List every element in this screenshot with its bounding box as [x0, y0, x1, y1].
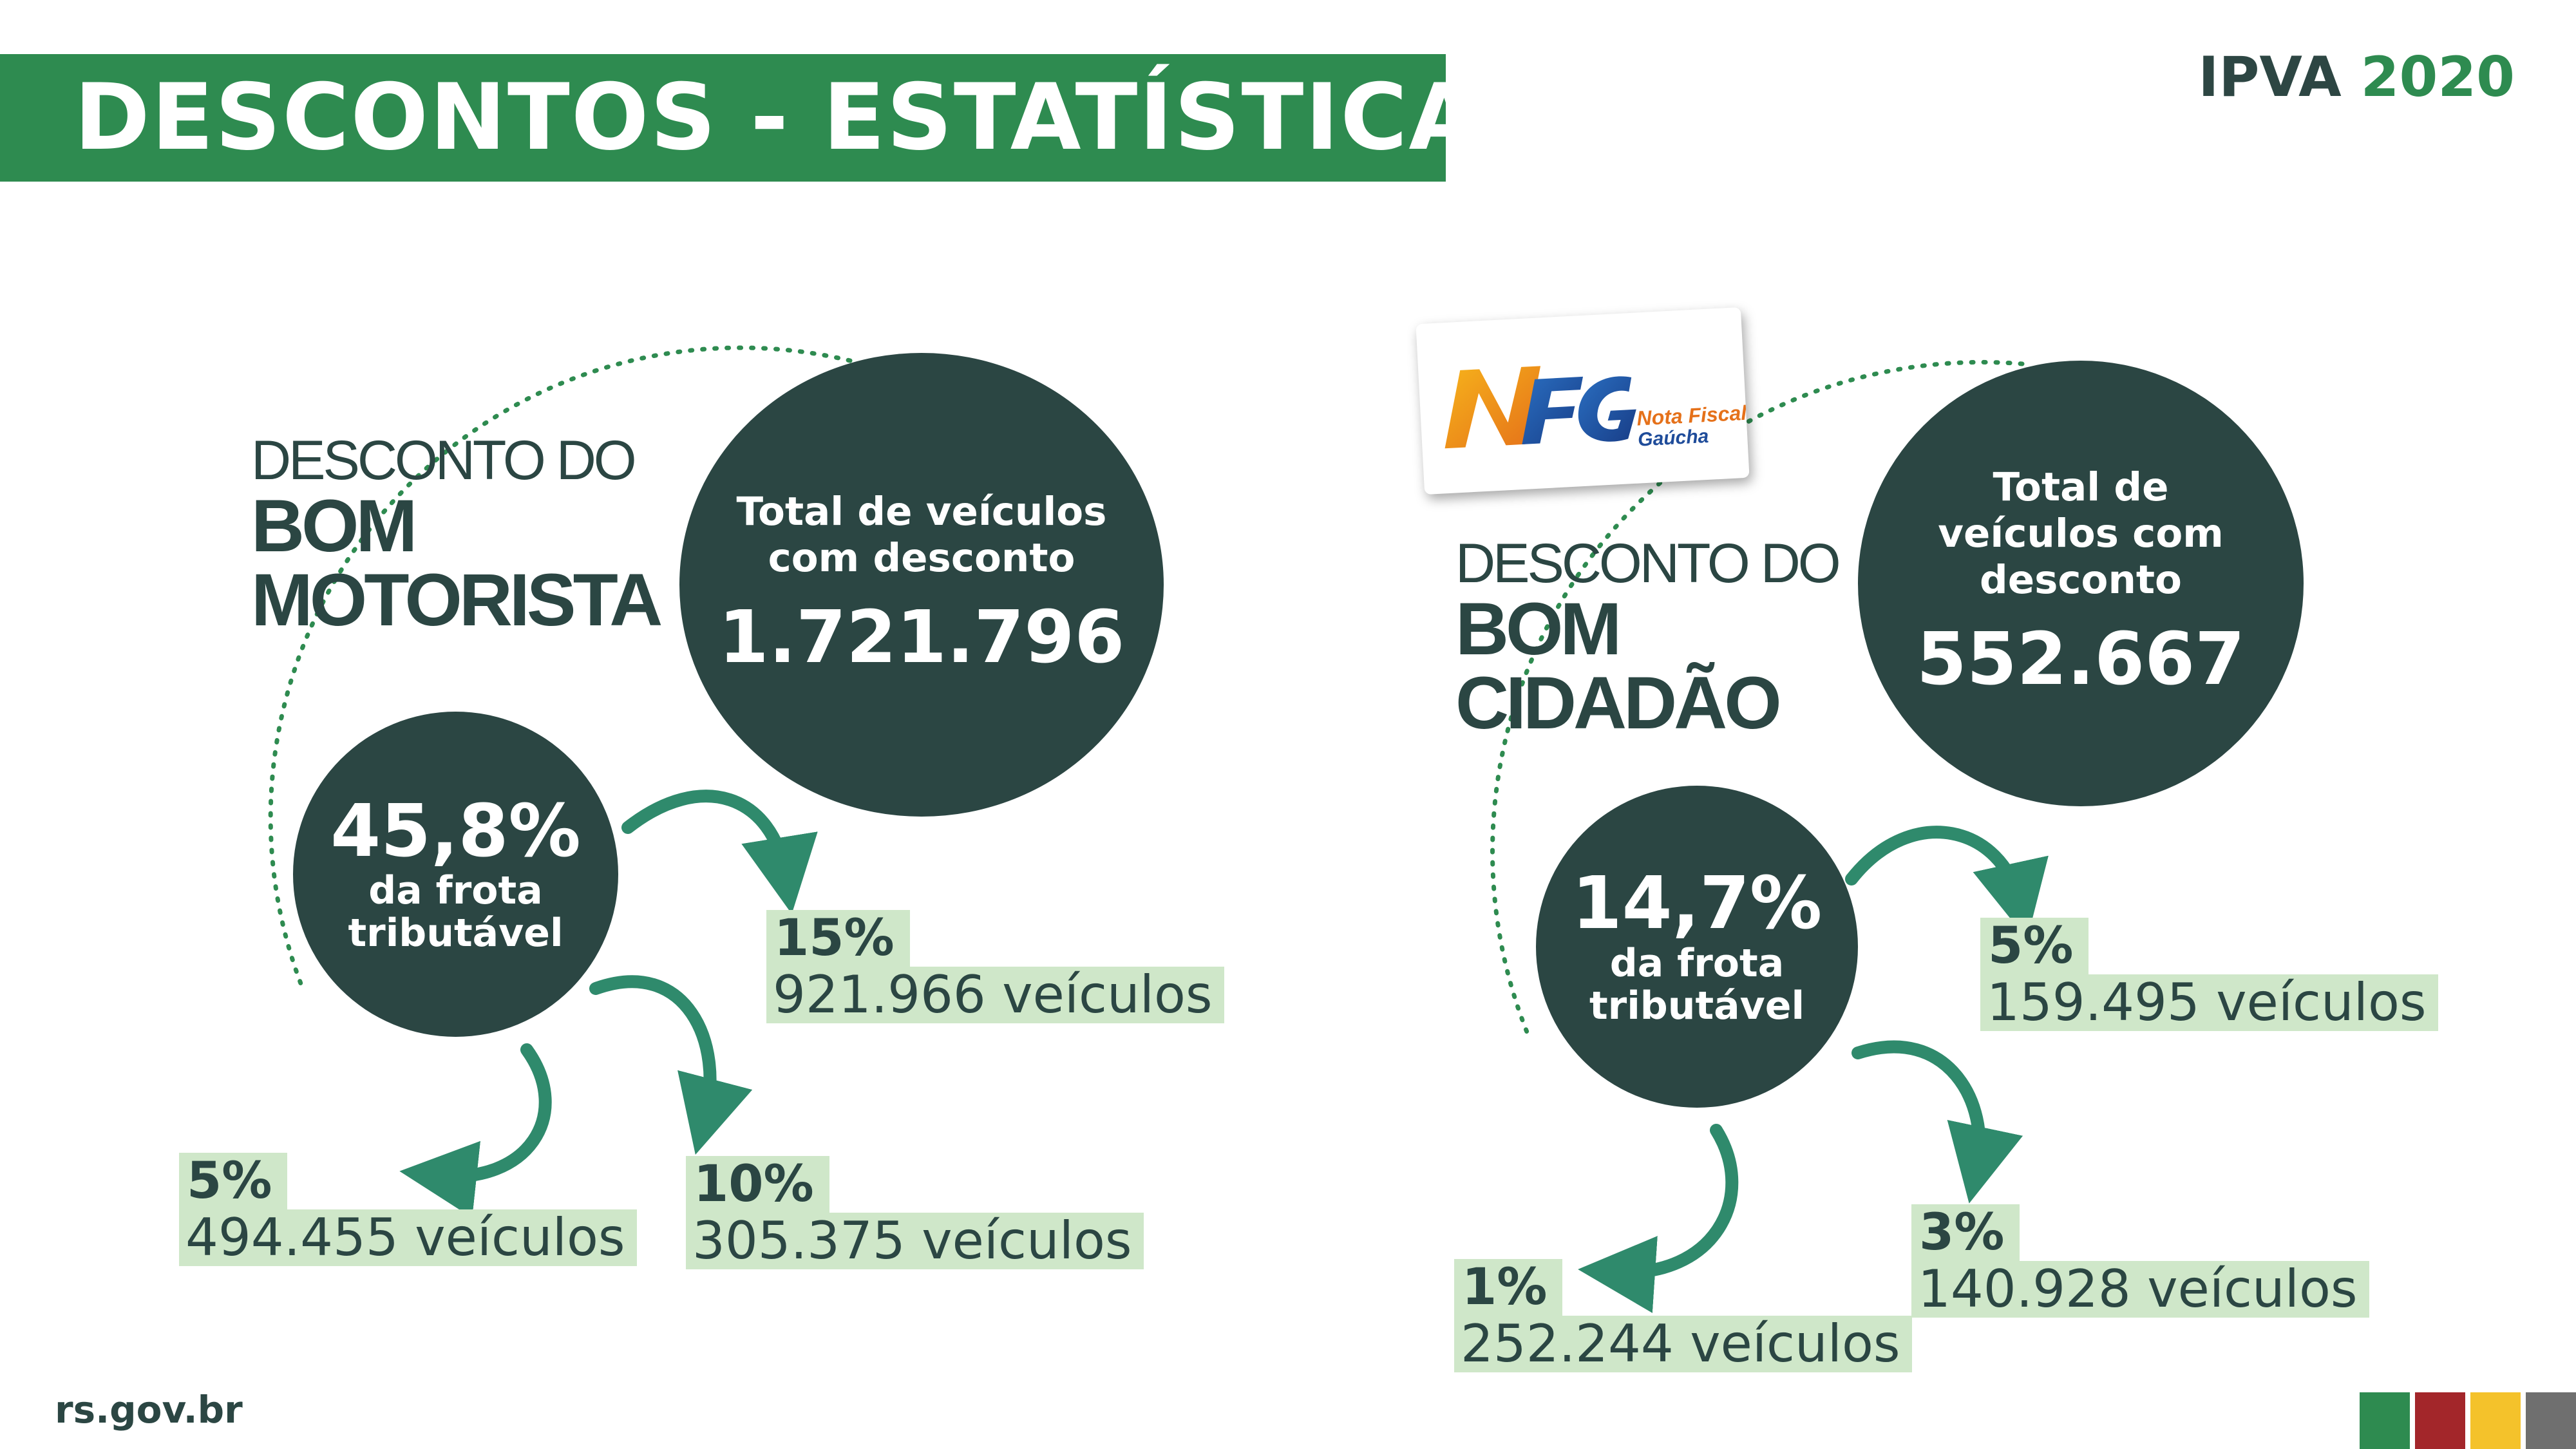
stat-bom-cidadao-1: 1% 252.244 veículos	[1454, 1259, 1912, 1372]
stat-bom-motorista-15: 15% 921.966 veículos	[766, 910, 1224, 1023]
heading-line-desconto: DESCONTO DO	[1455, 533, 1841, 594]
year-label: 2020	[2360, 45, 2515, 109]
stat-vehicles: 305.375 veículos	[686, 1213, 1144, 1269]
fleet-circle-bom-motorista: 45,8% da frota tributável	[293, 712, 618, 1037]
flag-stripe-yellow	[2470, 1392, 2521, 1449]
flag-stripe-green	[2360, 1392, 2410, 1449]
heading-line-bom: BOM	[1455, 588, 1622, 671]
heading-line-desconto: DESCONTO DO	[251, 430, 637, 491]
stat-percent: 5%	[1980, 918, 2089, 974]
total-circle-bom-motorista: Total de veículos com desconto 1.721.796	[679, 353, 1164, 817]
curved-arrow-icon	[399, 1043, 552, 1218]
flag-stripe-red	[2415, 1392, 2465, 1449]
stat-bom-motorista-5: 5% 494.455 veículos	[179, 1153, 637, 1266]
stat-percent: 5%	[179, 1153, 288, 1209]
nfg-logo-card: Nota Fiscal Gaúcha	[1416, 307, 1750, 495]
stat-percent: 15%	[766, 910, 910, 967]
stat-percent: 10%	[686, 1156, 829, 1213]
ipva-year-tag: IPVA 2020	[2198, 45, 2515, 109]
total-value: 1.721.796	[718, 595, 1125, 679]
stat-percent: 3%	[1911, 1204, 2020, 1261]
stat-vehicles: 140.928 veículos	[1911, 1261, 2369, 1318]
title-bar	[0, 54, 1446, 182]
logo-text-gaucha: Gaúcha	[1637, 426, 1709, 451]
total-value: 552.667	[1916, 617, 2246, 701]
site-url: rs.gov.br	[55, 1388, 243, 1432]
rs-flag-stripes-icon	[2354, 1392, 2576, 1449]
logo-text-nota-fiscal: Nota Fiscal	[1636, 401, 1748, 430]
nfg-logo-icon: Nota Fiscal Gaúcha	[1444, 366, 1748, 451]
heading-line-motorista: MOTORISTA	[251, 559, 663, 642]
fleet-circle-bom-cidadao: 14,7% da frota tributável	[1536, 786, 1858, 1108]
stat-vehicles: 252.244 veículos	[1454, 1316, 1912, 1372]
curved-arrow-icon	[1578, 1124, 1739, 1313]
total-circle-bom-cidadao: Total de veículos com desconto 552.667	[1858, 361, 2304, 806]
page-title: DESCONTOS - ESTATÍSTICAS	[74, 64, 1548, 171]
dotted-arc-left	[268, 345, 853, 991]
curved-arrow-icon	[1845, 826, 2049, 940]
curved-arrow-icon	[1852, 1040, 2023, 1204]
fleet-label: da frota tributável	[1589, 940, 1805, 1028]
stat-bom-cidadao-3: 3% 140.928 veículos	[1911, 1204, 2369, 1318]
heading-bom-motorista: DESCONTO DO BOM MOTORISTA	[251, 430, 663, 642]
fleet-percent: 45,8%	[330, 789, 581, 873]
curved-arrow-icon	[621, 790, 818, 914]
flag-stripe-gray	[2526, 1392, 2576, 1449]
total-label: Total de veículos com desconto	[736, 488, 1107, 581]
heading-bom-cidadao: DESCONTO DO BOM CIDADÃO	[1455, 533, 1841, 745]
stat-percent: 1%	[1454, 1259, 1563, 1316]
ipva-label: IPVA	[2198, 45, 2342, 109]
fleet-percent: 14,7%	[1571, 862, 1823, 946]
stat-bom-cidadao-5: 5% 159.495 veículos	[1980, 918, 2438, 1031]
curved-arrow-icon	[589, 975, 753, 1155]
heading-line-cidadao: CIDADÃO	[1455, 662, 1782, 745]
stat-vehicles: 159.495 veículos	[1980, 974, 2438, 1031]
total-label: Total de veículos com desconto	[1938, 464, 2224, 603]
stat-vehicles: 494.455 veículos	[179, 1209, 637, 1266]
stat-bom-motorista-10: 10% 305.375 veículos	[686, 1156, 1144, 1269]
heading-line-bom: BOM	[251, 485, 417, 568]
fleet-label: da frota tributável	[348, 868, 564, 956]
stat-vehicles: 921.966 veículos	[766, 967, 1224, 1023]
